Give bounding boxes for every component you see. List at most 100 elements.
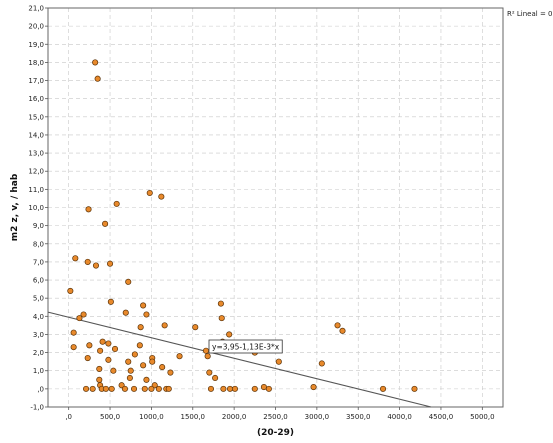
data-point: [70, 329, 77, 336]
x-tick-label: 4500,0: [429, 413, 454, 421]
y-tick-label: 20,0: [28, 23, 44, 31]
data-point: [158, 193, 165, 200]
fit-line-group: [47, 311, 432, 408]
data-point: [121, 385, 128, 392]
y-axis: -1,0 ,0 1,0 2,0 3,0 4,0 5,0 6,0 7,0 8,0 9,0 10,0 11,…: [28, 5, 48, 412]
data-point: [105, 356, 112, 363]
data-point: [192, 324, 199, 331]
y-tick-label: 4,0: [33, 313, 44, 321]
data-point: [84, 354, 91, 362]
y-tick-label: 17,0: [28, 77, 44, 85]
fit-line: [47, 311, 432, 408]
data-point: [206, 369, 213, 376]
y-tick-label: 1,0: [33, 367, 44, 375]
data-point: [76, 315, 83, 322]
data-point: [141, 385, 148, 392]
data-point: [72, 255, 79, 262]
fit-equation-label: y=3,95-1,13E-3*x: [212, 343, 280, 352]
data-point: [113, 200, 120, 207]
x-tick-label: 1000,0: [139, 413, 164, 421]
data-point: [83, 385, 90, 392]
y-tick-label: 18,0: [28, 59, 44, 67]
data-point: [143, 376, 150, 383]
data-point: [107, 298, 114, 305]
data-point: [137, 324, 144, 331]
data-point: [96, 376, 103, 383]
data-point: [127, 367, 134, 374]
legend-box: [505, 8, 553, 20]
y-tick-label: 9,0: [33, 222, 44, 230]
data-point: [143, 311, 150, 318]
x-tick-label: 5000,0: [470, 413, 495, 421]
data-point: [67, 287, 74, 294]
data-point: [140, 362, 147, 369]
data-point: [226, 385, 234, 392]
data-points: [67, 59, 418, 392]
data-point: [131, 351, 138, 358]
data-point: [136, 342, 143, 349]
data-point: [84, 258, 91, 265]
y-tick-label: 13,0: [28, 150, 44, 158]
y-axis-title: m2 z, v, / hab: [10, 173, 20, 241]
data-point: [318, 360, 325, 367]
data-point: [130, 385, 138, 392]
y-tick-label: 11,0: [28, 186, 44, 194]
data-point: [125, 278, 132, 285]
y-tick-label: 5,0: [33, 295, 44, 303]
data-point: [260, 383, 267, 391]
y-tick-label: 2,0: [33, 349, 44, 357]
data-point: [105, 340, 112, 347]
data-point: [80, 311, 87, 318]
data-point: [231, 385, 239, 392]
y-tick-label: 14,0: [28, 131, 44, 139]
y-tick-label: 12,0: [28, 168, 44, 176]
y-tick-label: ,0: [37, 385, 44, 393]
y-tick-label: 10,0: [28, 204, 44, 212]
data-point: [207, 385, 215, 392]
data-point: [310, 383, 317, 391]
data-point: [85, 206, 92, 213]
x-tick-label: 1500,0: [181, 413, 206, 421]
data-point: [148, 385, 155, 392]
data-point: [89, 385, 96, 392]
data-point: [212, 374, 219, 382]
data-point: [140, 302, 147, 309]
data-point: [86, 342, 93, 349]
data-point: [202, 347, 210, 354]
data-point: [106, 260, 114, 267]
y-tick-label: 16,0: [28, 95, 44, 103]
data-point: [411, 385, 418, 392]
data-point: [334, 322, 341, 329]
data-point: [111, 345, 119, 353]
data-point: [94, 75, 101, 82]
data-point: [167, 369, 174, 376]
data-point: [96, 365, 103, 372]
legend-label: R² Lineal = 0,0: [507, 10, 553, 18]
y-tick-label: 3,0: [33, 331, 44, 339]
y-tick-label: 21,0: [28, 5, 44, 13]
data-point: [99, 338, 106, 345]
data-point: [126, 374, 133, 382]
data-point: [159, 364, 166, 371]
data-point: [217, 300, 224, 307]
y-tick-label: 6,0: [33, 277, 44, 285]
data-point: [149, 358, 156, 365]
x-tick-label: 500,0: [100, 413, 120, 421]
x-axis-title: (20-29): [257, 428, 294, 438]
data-point: [226, 331, 233, 338]
legend: R² Lineal = 0,0: [505, 8, 553, 20]
data-point: [218, 315, 225, 322]
data-point: [379, 385, 387, 392]
data-point: [108, 385, 115, 392]
data-point: [339, 327, 346, 334]
data-point: [92, 59, 99, 66]
fit-equation-group: y=3,95-1,13E-3*x: [208, 339, 283, 354]
data-point: [204, 353, 211, 360]
data-point: [97, 347, 104, 354]
data-point: [110, 367, 117, 374]
data-point: [161, 322, 168, 329]
data-point: [265, 385, 272, 392]
data-point: [125, 358, 132, 365]
y-tick-label: -1,0: [30, 404, 44, 412]
